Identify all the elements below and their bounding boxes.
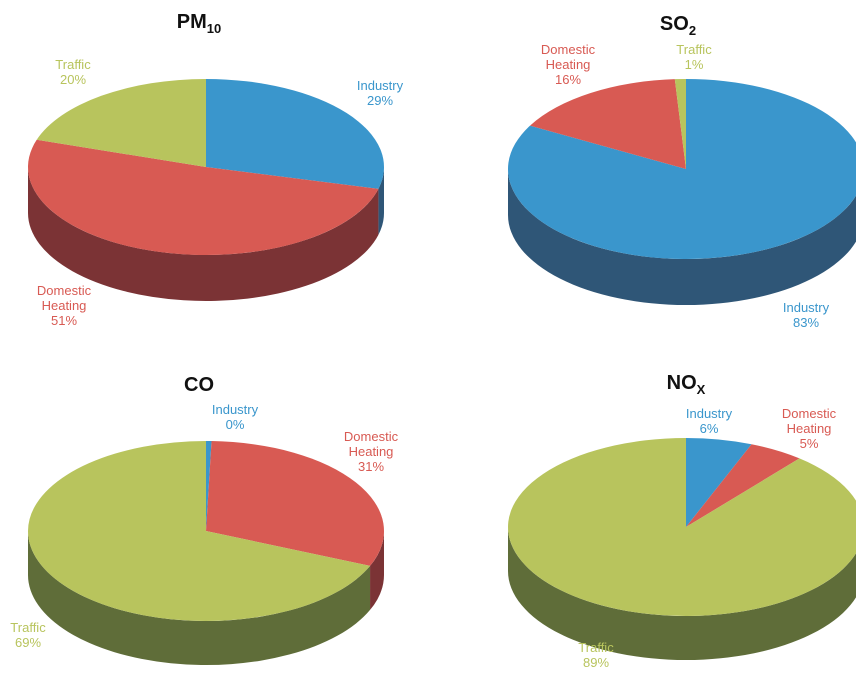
pie-top <box>508 438 856 616</box>
pie-slice-domestic <box>206 441 385 566</box>
slice-category: Domestic <box>541 42 596 57</box>
pie-slice-domestic <box>27 139 379 256</box>
pie-side-industry <box>378 167 384 235</box>
pie-chart-4: NOX Industry 6% Domestic Heating 5% Traffic 89% <box>508 372 856 670</box>
pie-top <box>28 440 385 621</box>
pie-side-walls <box>508 527 856 660</box>
pie-side-walls <box>508 169 856 305</box>
chart-title-subscript: 10 <box>207 21 221 36</box>
slice-category: Industry <box>686 406 733 421</box>
chart-title: CO <box>184 374 214 396</box>
chart-title: SO2 <box>660 13 696 38</box>
pie-slice-traffic <box>36 79 207 167</box>
pie-slice-domestic <box>686 444 800 527</box>
pie-side-industry <box>508 169 856 305</box>
pie-slice-traffic <box>508 438 856 616</box>
chart-title-subscript: X <box>697 382 706 397</box>
pie-top <box>27 79 384 256</box>
pie-slice-domestic <box>530 79 686 169</box>
chart-title-main: NO <box>667 372 697 394</box>
pie-side-traffic <box>508 527 856 660</box>
chart-title-main: PM <box>177 11 207 33</box>
slice-category: Heating <box>349 444 394 459</box>
pie-chart-1: PM10 Industry 29% Domestic Heating 51% Traffic… <box>27 11 404 328</box>
slice-label-industry: Industry 0% <box>212 402 259 432</box>
slice-label-domestic: Domestic Heating 16% <box>541 42 596 87</box>
slice-label-traffic: Traffic 1% <box>676 42 712 72</box>
slice-label-traffic: Traffic 20% <box>55 57 91 87</box>
slice-percent: 89% <box>583 655 609 670</box>
pie-side-walls <box>28 167 384 301</box>
slice-label-industry: Industry 83% <box>783 300 830 330</box>
pie-chart-3: CO Industry 0% Domestic Heating 31% Traffic 69% <box>10 374 399 666</box>
pie-top <box>508 79 856 259</box>
slice-category: Traffic <box>676 42 712 57</box>
slice-label-industry: Industry 29% <box>357 78 404 108</box>
slice-percent: 16% <box>555 72 581 87</box>
slice-category: Traffic <box>10 620 46 635</box>
slice-percent: 0% <box>226 417 245 432</box>
slice-category: Industry <box>783 300 830 315</box>
slice-category: Heating <box>546 57 591 72</box>
slice-label-domestic: Domestic Heating 5% <box>782 406 837 451</box>
slice-percent: 83% <box>793 315 819 330</box>
slice-label-industry: Industry 6% <box>686 406 733 436</box>
pie-side-domestic <box>28 167 379 301</box>
slice-label-domestic: Domestic Heating 31% <box>344 429 399 474</box>
slice-category: Industry <box>357 78 404 93</box>
slice-percent: 69% <box>15 635 41 650</box>
chart-title: PM10 <box>177 11 221 36</box>
slice-percent: 31% <box>358 459 384 474</box>
slice-category: Traffic <box>55 57 91 72</box>
slice-category: Domestic <box>782 406 837 421</box>
slice-percent: 20% <box>60 72 86 87</box>
pie-slice-industry <box>206 440 212 531</box>
chart-title-main: CO <box>184 374 214 396</box>
slice-category: Domestic <box>37 283 92 298</box>
slice-category: Heating <box>42 298 87 313</box>
slice-label-traffic: Traffic 69% <box>10 620 46 650</box>
slice-label-domestic: Domestic Heating 51% <box>37 283 92 328</box>
slice-category: Heating <box>787 421 832 436</box>
chart-title-main: SO <box>660 13 689 35</box>
pie-slice-industry <box>508 79 856 259</box>
pie-side-walls <box>27 531 384 666</box>
pie-side-domestic <box>370 531 384 610</box>
slice-category: Domestic <box>344 429 399 444</box>
slice-percent: 29% <box>367 93 393 108</box>
pie-slice-industry <box>206 79 384 189</box>
chart-title: NOX <box>667 372 706 397</box>
slice-label-traffic: Traffic 89% <box>578 640 614 670</box>
slice-percent: 5% <box>800 436 819 451</box>
pie-slice-traffic <box>28 441 371 621</box>
pie-slice-traffic <box>674 79 686 169</box>
slice-category: Traffic <box>578 640 614 655</box>
slice-category: Industry <box>212 402 259 417</box>
slice-percent: 51% <box>51 313 77 328</box>
chart-title-subscript: 2 <box>689 23 696 38</box>
pie-slice-industry <box>686 438 752 527</box>
slice-percent: 6% <box>700 421 719 436</box>
pie-side-traffic <box>27 531 371 666</box>
slice-percent: 1% <box>685 57 704 72</box>
